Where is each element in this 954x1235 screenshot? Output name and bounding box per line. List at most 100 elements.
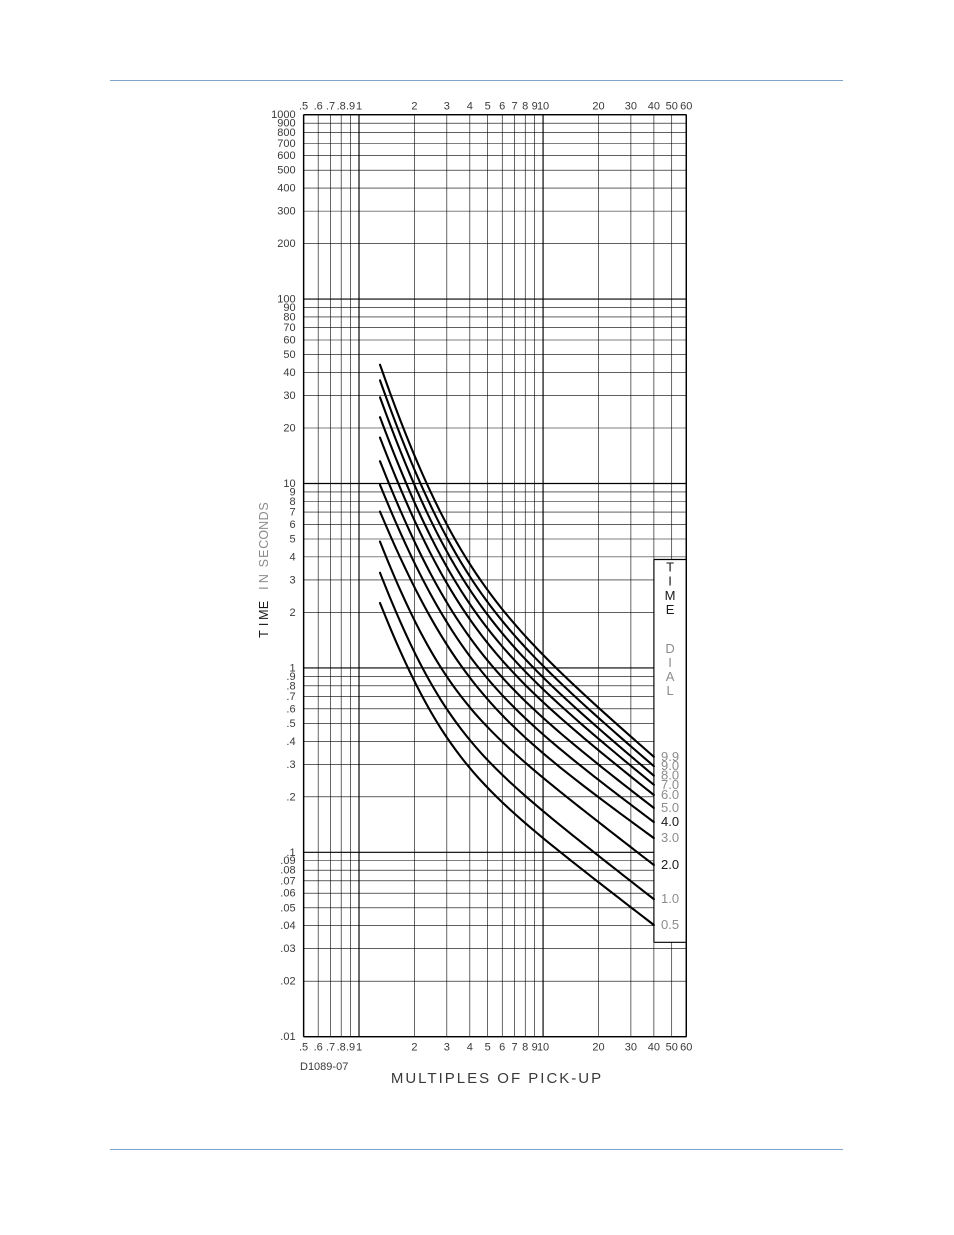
svg-text:.6: .6 xyxy=(286,703,295,715)
svg-text:50: 50 xyxy=(283,349,295,361)
svg-text:400: 400 xyxy=(277,183,295,195)
svg-text:.04: .04 xyxy=(280,920,295,932)
svg-text:60: 60 xyxy=(283,335,295,347)
svg-text:.05: .05 xyxy=(280,902,295,914)
svg-text:300: 300 xyxy=(277,206,295,218)
svg-text:A: A xyxy=(666,669,675,684)
svg-text:30: 30 xyxy=(625,101,637,113)
svg-text:E: E xyxy=(666,602,675,617)
svg-text:200: 200 xyxy=(277,238,295,250)
svg-text:.07: .07 xyxy=(280,875,295,887)
svg-text:1: 1 xyxy=(356,101,362,113)
svg-text:S: S xyxy=(257,502,271,510)
svg-text:40: 40 xyxy=(283,367,295,379)
svg-text:5: 5 xyxy=(485,1042,491,1054)
svg-text:6: 6 xyxy=(499,1042,505,1054)
svg-text:500: 500 xyxy=(277,165,295,177)
svg-text:I: I xyxy=(257,586,271,589)
svg-text:3: 3 xyxy=(444,101,450,113)
svg-text:.7: .7 xyxy=(286,691,295,703)
svg-text:S: S xyxy=(257,559,271,567)
svg-text:8: 8 xyxy=(522,1042,528,1054)
svg-text:E: E xyxy=(257,601,271,609)
svg-text:.5: .5 xyxy=(299,101,308,113)
svg-text:.9: .9 xyxy=(346,1042,355,1054)
svg-text:8: 8 xyxy=(522,101,528,113)
svg-text:50: 50 xyxy=(666,1042,678,1054)
svg-text:.02: .02 xyxy=(280,976,295,988)
svg-text:10: 10 xyxy=(283,478,295,490)
svg-text:.3: .3 xyxy=(286,759,295,771)
svg-text:100: 100 xyxy=(277,294,295,306)
svg-text:MULTIPLES OF PICK-UP: MULTIPLES OF PICK-UP xyxy=(391,1070,603,1087)
svg-text:.5: .5 xyxy=(299,1042,308,1054)
svg-text:O: O xyxy=(257,530,271,540)
svg-text:70: 70 xyxy=(283,322,295,334)
svg-text:.9: .9 xyxy=(346,101,355,113)
svg-text:.4: .4 xyxy=(286,736,295,748)
svg-text:4.0: 4.0 xyxy=(661,814,679,829)
svg-text:D1089-07: D1089-07 xyxy=(300,1061,348,1073)
svg-text:1000: 1000 xyxy=(271,109,295,121)
svg-text:40: 40 xyxy=(648,101,660,113)
svg-text:700: 700 xyxy=(277,138,295,150)
svg-text:.8: .8 xyxy=(337,1042,346,1054)
svg-text:E: E xyxy=(257,550,271,558)
svg-text:2: 2 xyxy=(411,101,417,113)
svg-text:6: 6 xyxy=(289,519,295,531)
svg-text:20: 20 xyxy=(592,101,604,113)
svg-text:L: L xyxy=(666,683,673,698)
svg-text:T: T xyxy=(666,560,674,575)
svg-text:.8: .8 xyxy=(337,101,346,113)
svg-text:4: 4 xyxy=(467,101,473,113)
svg-text:1.0: 1.0 xyxy=(661,891,679,906)
svg-text:2: 2 xyxy=(289,607,295,619)
svg-text:.6: .6 xyxy=(314,1042,323,1054)
svg-text:C: C xyxy=(257,540,271,549)
svg-text:1: 1 xyxy=(289,662,295,674)
svg-text:4: 4 xyxy=(289,551,295,563)
svg-text:M: M xyxy=(257,609,271,619)
svg-text:N: N xyxy=(257,574,271,583)
svg-text:I: I xyxy=(668,574,672,589)
svg-text:3: 3 xyxy=(289,574,295,586)
svg-text:3.0: 3.0 xyxy=(661,830,679,845)
svg-text:5: 5 xyxy=(485,101,491,113)
svg-text:20: 20 xyxy=(283,422,295,434)
svg-text:.1: .1 xyxy=(286,847,295,859)
svg-text:1: 1 xyxy=(356,1042,362,1054)
svg-text:.7: .7 xyxy=(326,1042,335,1054)
svg-text:I: I xyxy=(668,655,672,670)
svg-text:5.0: 5.0 xyxy=(661,800,679,815)
svg-text:30: 30 xyxy=(625,1042,637,1054)
svg-text:.6: .6 xyxy=(314,101,323,113)
svg-text:.5: .5 xyxy=(286,718,295,730)
svg-text:3: 3 xyxy=(444,1042,450,1054)
svg-text:.7: .7 xyxy=(326,101,335,113)
svg-text:7: 7 xyxy=(511,101,517,113)
svg-text:I: I xyxy=(257,623,271,626)
svg-text:2: 2 xyxy=(411,1042,417,1054)
svg-text:600: 600 xyxy=(277,150,295,162)
svg-text:10: 10 xyxy=(537,101,549,113)
svg-text:.2: .2 xyxy=(286,791,295,803)
svg-text:M: M xyxy=(665,588,676,603)
svg-text:30: 30 xyxy=(283,390,295,402)
svg-text:7: 7 xyxy=(511,1042,517,1054)
svg-text:7: 7 xyxy=(289,507,295,519)
svg-text:N: N xyxy=(257,521,271,530)
svg-text:0.5: 0.5 xyxy=(661,917,679,932)
svg-text:.06: .06 xyxy=(280,888,295,900)
svg-text:.03: .03 xyxy=(280,943,295,955)
svg-text:D: D xyxy=(665,641,674,656)
svg-text:.01: .01 xyxy=(280,1031,295,1043)
svg-text:10: 10 xyxy=(537,1042,549,1054)
svg-text:2.0: 2.0 xyxy=(661,857,679,872)
svg-text:50: 50 xyxy=(666,101,678,113)
svg-text:T: T xyxy=(257,630,271,638)
svg-text:60: 60 xyxy=(680,1042,692,1054)
svg-text:5: 5 xyxy=(289,534,295,546)
svg-text:20: 20 xyxy=(592,1042,604,1054)
svg-text:D: D xyxy=(257,511,271,520)
svg-text:6: 6 xyxy=(499,101,505,113)
